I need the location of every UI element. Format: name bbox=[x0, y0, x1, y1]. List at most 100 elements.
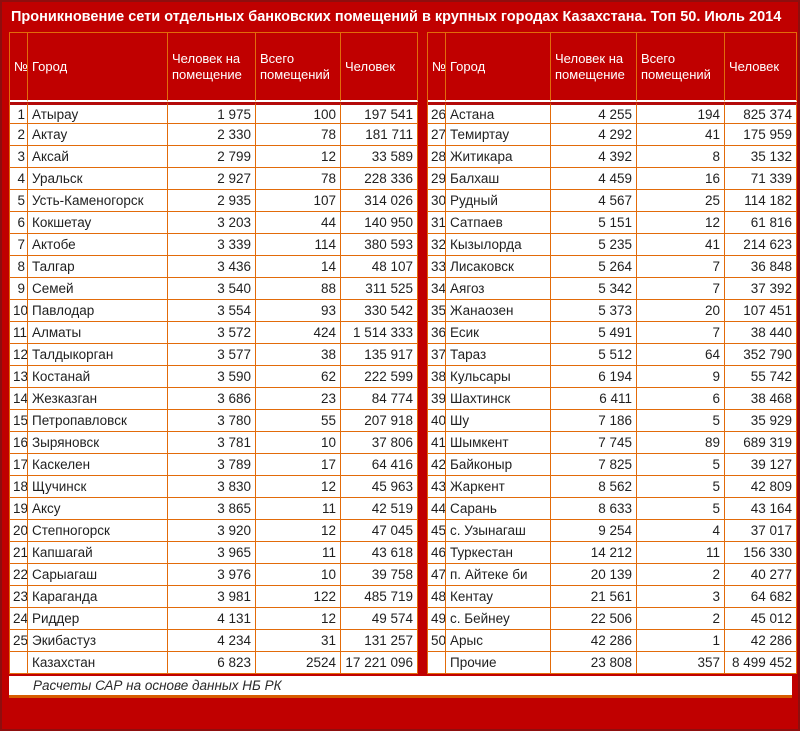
table-row: 15 Петропавловск 3 780 55 207 918 bbox=[10, 410, 418, 432]
city-cell: Алматы bbox=[28, 322, 168, 344]
people-cell: 47 045 bbox=[341, 520, 418, 542]
rank-cell: 48 bbox=[428, 586, 446, 608]
city-cell: Кокшетау bbox=[28, 212, 168, 234]
rank-cell: 8 bbox=[10, 256, 28, 278]
rank-cell: 22 bbox=[10, 564, 28, 586]
table-row: 6 Кокшетау 3 203 44 140 950 bbox=[10, 212, 418, 234]
people-cell: 825 374 bbox=[725, 102, 797, 124]
table-row: 50 Арыс 42 286 1 42 286 bbox=[428, 630, 797, 652]
people-per-office-cell: 4 234 bbox=[168, 630, 256, 652]
table-row: 43 Жаркент 8 562 5 42 809 bbox=[428, 476, 797, 498]
city-cell: с. Узынагаш bbox=[446, 520, 551, 542]
city-cell: Жезказган bbox=[28, 388, 168, 410]
table-row: 25 Экибастуз 4 234 31 131 257 bbox=[10, 630, 418, 652]
people-per-office-cell: 8 633 bbox=[551, 498, 637, 520]
city-cell: Актобе bbox=[28, 234, 168, 256]
city-cell: Петропавловск bbox=[28, 410, 168, 432]
city-cell: Жанаозен bbox=[446, 300, 551, 322]
offices-total-cell: 107 bbox=[256, 190, 341, 212]
people-per-office-cell: 2 935 bbox=[168, 190, 256, 212]
city-cell: Кызылорда bbox=[446, 234, 551, 256]
offices-total-cell: 12 bbox=[637, 212, 725, 234]
people-cell: 43 618 bbox=[341, 542, 418, 564]
offices-total-cell: 114 bbox=[256, 234, 341, 256]
rank-cell: 5 bbox=[10, 190, 28, 212]
people-per-office-cell: 3 540 bbox=[168, 278, 256, 300]
table-row: 47 п. Айтеке би 20 139 2 40 277 bbox=[428, 564, 797, 586]
table-row: 23 Караганда 3 981 122 485 719 bbox=[10, 586, 418, 608]
rank-cell: 28 bbox=[428, 146, 446, 168]
city-cell: Аксу bbox=[28, 498, 168, 520]
rank-cell: 44 bbox=[428, 498, 446, 520]
rank-cell: 11 bbox=[10, 322, 28, 344]
people-per-office-cell: 3 781 bbox=[168, 432, 256, 454]
people-per-office-cell: 3 976 bbox=[168, 564, 256, 586]
table-row: 33 Лисаковск 5 264 7 36 848 bbox=[428, 256, 797, 278]
rank-cell: 40 bbox=[428, 410, 446, 432]
people-cell: 37 017 bbox=[725, 520, 797, 542]
offices-total-cell: 89 bbox=[637, 432, 725, 454]
city-cell: Кентау bbox=[446, 586, 551, 608]
rank-cell: 1 bbox=[10, 102, 28, 124]
offices-total-cell: 5 bbox=[637, 454, 725, 476]
rank-cell: 29 bbox=[428, 168, 446, 190]
table-row: 5 Усть-Каменогорск 2 935 107 314 026 bbox=[10, 190, 418, 212]
offices-total-cell: 55 bbox=[256, 410, 341, 432]
col-header-people: Человек bbox=[725, 32, 797, 102]
people-cell: 228 336 bbox=[341, 168, 418, 190]
table-row: 16 Зыряновск 3 781 10 37 806 bbox=[10, 432, 418, 454]
people-per-office-cell: 20 139 bbox=[551, 564, 637, 586]
city-cell: Павлодар bbox=[28, 300, 168, 322]
table-row: 8 Талгар 3 436 14 48 107 bbox=[10, 256, 418, 278]
rank-cell: 39 bbox=[428, 388, 446, 410]
table-row: 26 Астана 4 255 194 825 374 bbox=[428, 102, 797, 124]
people-cell: 49 574 bbox=[341, 608, 418, 630]
people-cell: 197 541 bbox=[341, 102, 418, 124]
people-cell: 311 525 bbox=[341, 278, 418, 300]
people-cell: 156 330 bbox=[725, 542, 797, 564]
city-cell: Жаркент bbox=[446, 476, 551, 498]
city-cell: Туркестан bbox=[446, 542, 551, 564]
table-row: 28 Житикара 4 392 8 35 132 bbox=[428, 146, 797, 168]
offices-total-cell: 64 bbox=[637, 344, 725, 366]
people-cell: 330 542 bbox=[341, 300, 418, 322]
people-per-office-cell: 3 554 bbox=[168, 300, 256, 322]
city-cell: Актау bbox=[28, 124, 168, 146]
offices-total-cell: 122 bbox=[256, 586, 341, 608]
offices-total-cell: 78 bbox=[256, 168, 341, 190]
people-per-office-cell: 4 131 bbox=[168, 608, 256, 630]
people-per-office-cell: 3 436 bbox=[168, 256, 256, 278]
city-cell: Семей bbox=[28, 278, 168, 300]
rank-cell: 49 bbox=[428, 608, 446, 630]
rank-cell: 30 bbox=[428, 190, 446, 212]
people-per-office-cell: 9 254 bbox=[551, 520, 637, 542]
table-row: 36 Есик 5 491 7 38 440 bbox=[428, 322, 797, 344]
rank-cell: 17 bbox=[10, 454, 28, 476]
col-header-city: Город bbox=[28, 32, 168, 102]
col-header-people-per-office: Человек на помещение bbox=[551, 32, 637, 102]
rank-cell: 18 bbox=[10, 476, 28, 498]
table-row: 4 Уральск 2 927 78 228 336 bbox=[10, 168, 418, 190]
tables-container: № Город Человек на помещение Всего помещ… bbox=[9, 32, 797, 674]
offices-total-cell: 25 bbox=[637, 190, 725, 212]
city-cell: Зыряновск bbox=[28, 432, 168, 454]
offices-total-cell: 9 bbox=[637, 366, 725, 388]
city-cell: Уральск bbox=[28, 168, 168, 190]
offices-total-cell: 357 bbox=[637, 652, 725, 674]
people-cell: 175 959 bbox=[725, 124, 797, 146]
offices-total-cell: 2524 bbox=[256, 652, 341, 674]
offices-total-cell: 4 bbox=[637, 520, 725, 542]
people-per-office-cell: 6 194 bbox=[551, 366, 637, 388]
people-cell: 39 127 bbox=[725, 454, 797, 476]
city-cell: Рудный bbox=[446, 190, 551, 212]
city-cell: Щучинск bbox=[28, 476, 168, 498]
offices-total-cell: 12 bbox=[256, 476, 341, 498]
people-per-office-cell: 42 286 bbox=[551, 630, 637, 652]
rank-cell: 47 bbox=[428, 564, 446, 586]
city-cell: Сарыагаш bbox=[28, 564, 168, 586]
table-row: 37 Тараз 5 512 64 352 790 bbox=[428, 344, 797, 366]
people-per-office-cell: 5 342 bbox=[551, 278, 637, 300]
people-cell: 8 499 452 bbox=[725, 652, 797, 674]
rank-cell: 10 bbox=[10, 300, 28, 322]
people-per-office-cell: 6 823 bbox=[168, 652, 256, 674]
